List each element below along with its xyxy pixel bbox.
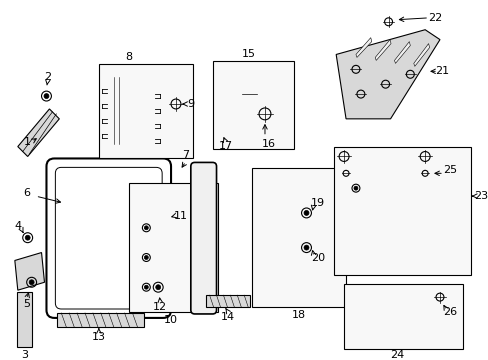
Circle shape — [304, 245, 308, 250]
Text: 11: 11 — [174, 211, 187, 221]
Polygon shape — [394, 42, 409, 63]
Polygon shape — [353, 290, 383, 342]
Text: 7: 7 — [182, 150, 189, 161]
Text: 12: 12 — [153, 302, 167, 312]
Polygon shape — [262, 203, 291, 211]
Bar — [205, 295, 250, 307]
Circle shape — [144, 285, 148, 289]
Polygon shape — [262, 262, 291, 270]
Circle shape — [44, 94, 49, 99]
Polygon shape — [355, 327, 381, 337]
Text: 2: 2 — [44, 72, 51, 82]
Bar — [252, 168, 346, 307]
FancyBboxPatch shape — [190, 162, 216, 314]
Polygon shape — [355, 333, 375, 341]
Text: 8: 8 — [125, 53, 132, 62]
Text: 5: 5 — [23, 299, 30, 309]
Bar — [57, 313, 144, 327]
Polygon shape — [335, 30, 439, 119]
Polygon shape — [242, 74, 257, 119]
Polygon shape — [346, 223, 385, 235]
Text: 10: 10 — [163, 315, 178, 325]
Bar — [344, 284, 462, 348]
Polygon shape — [138, 84, 155, 150]
Text: 9: 9 — [187, 99, 194, 109]
Polygon shape — [18, 109, 59, 157]
Text: 17: 17 — [218, 141, 232, 150]
Polygon shape — [346, 157, 385, 262]
Polygon shape — [400, 157, 424, 269]
Text: 15: 15 — [242, 49, 256, 59]
Polygon shape — [413, 44, 429, 66]
Text: 24: 24 — [389, 350, 404, 360]
Text: 4: 4 — [14, 221, 21, 231]
Bar — [212, 62, 293, 149]
Text: 3: 3 — [21, 350, 28, 360]
Polygon shape — [355, 38, 371, 58]
Polygon shape — [262, 233, 291, 241]
Polygon shape — [346, 198, 385, 210]
Text: 22: 22 — [427, 13, 441, 23]
Circle shape — [29, 280, 34, 285]
Text: 16: 16 — [262, 139, 275, 149]
Text: 23: 23 — [473, 191, 488, 201]
Text: 25: 25 — [442, 165, 456, 175]
Polygon shape — [374, 40, 390, 60]
Text: 21: 21 — [434, 66, 448, 76]
Polygon shape — [346, 173, 385, 185]
Polygon shape — [355, 297, 381, 307]
Polygon shape — [138, 193, 192, 297]
Polygon shape — [219, 71, 232, 111]
Text: 18: 18 — [291, 310, 305, 320]
Text: 1: 1 — [24, 137, 31, 147]
Circle shape — [144, 256, 148, 260]
Polygon shape — [106, 74, 125, 147]
Circle shape — [155, 285, 161, 290]
Bar — [99, 64, 192, 158]
Text: 26: 26 — [442, 307, 456, 317]
Circle shape — [353, 186, 357, 190]
Text: 19: 19 — [311, 198, 325, 208]
Bar — [128, 183, 217, 312]
Text: 14: 14 — [220, 312, 234, 322]
Text: 20: 20 — [311, 252, 325, 262]
Circle shape — [304, 211, 308, 215]
Bar — [333, 147, 469, 275]
Polygon shape — [219, 111, 225, 139]
Polygon shape — [262, 178, 281, 295]
Polygon shape — [355, 312, 381, 322]
Circle shape — [25, 235, 30, 240]
Circle shape — [144, 226, 148, 230]
Polygon shape — [395, 290, 419, 345]
Bar — [17, 292, 32, 347]
Text: 13: 13 — [92, 332, 106, 342]
Polygon shape — [15, 253, 44, 290]
Text: 6: 6 — [23, 188, 30, 198]
